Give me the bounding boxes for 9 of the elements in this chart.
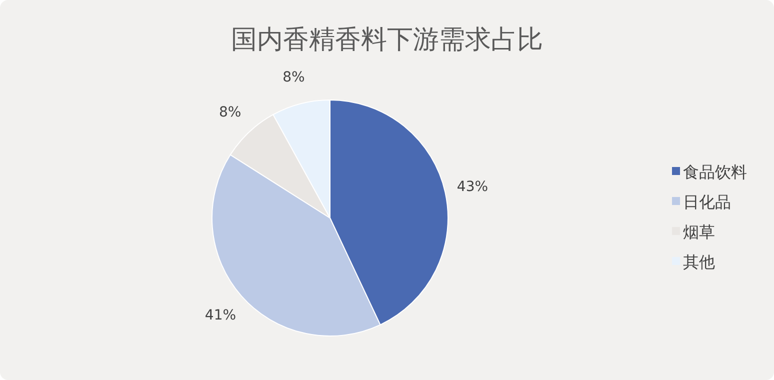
data-label: 41% [204, 307, 236, 324]
data-label: 43% [456, 179, 488, 196]
legend-label: 食品饮料 [683, 162, 747, 182]
chart-title: 国内香精香料下游需求占比 [231, 25, 543, 55]
data-label: 8% [282, 69, 305, 86]
data-label: 8% [218, 104, 242, 120]
legend-label: 烟草 [683, 222, 715, 242]
legend-label: 其他 [683, 252, 715, 272]
legend-label: 日化品 [683, 192, 731, 212]
